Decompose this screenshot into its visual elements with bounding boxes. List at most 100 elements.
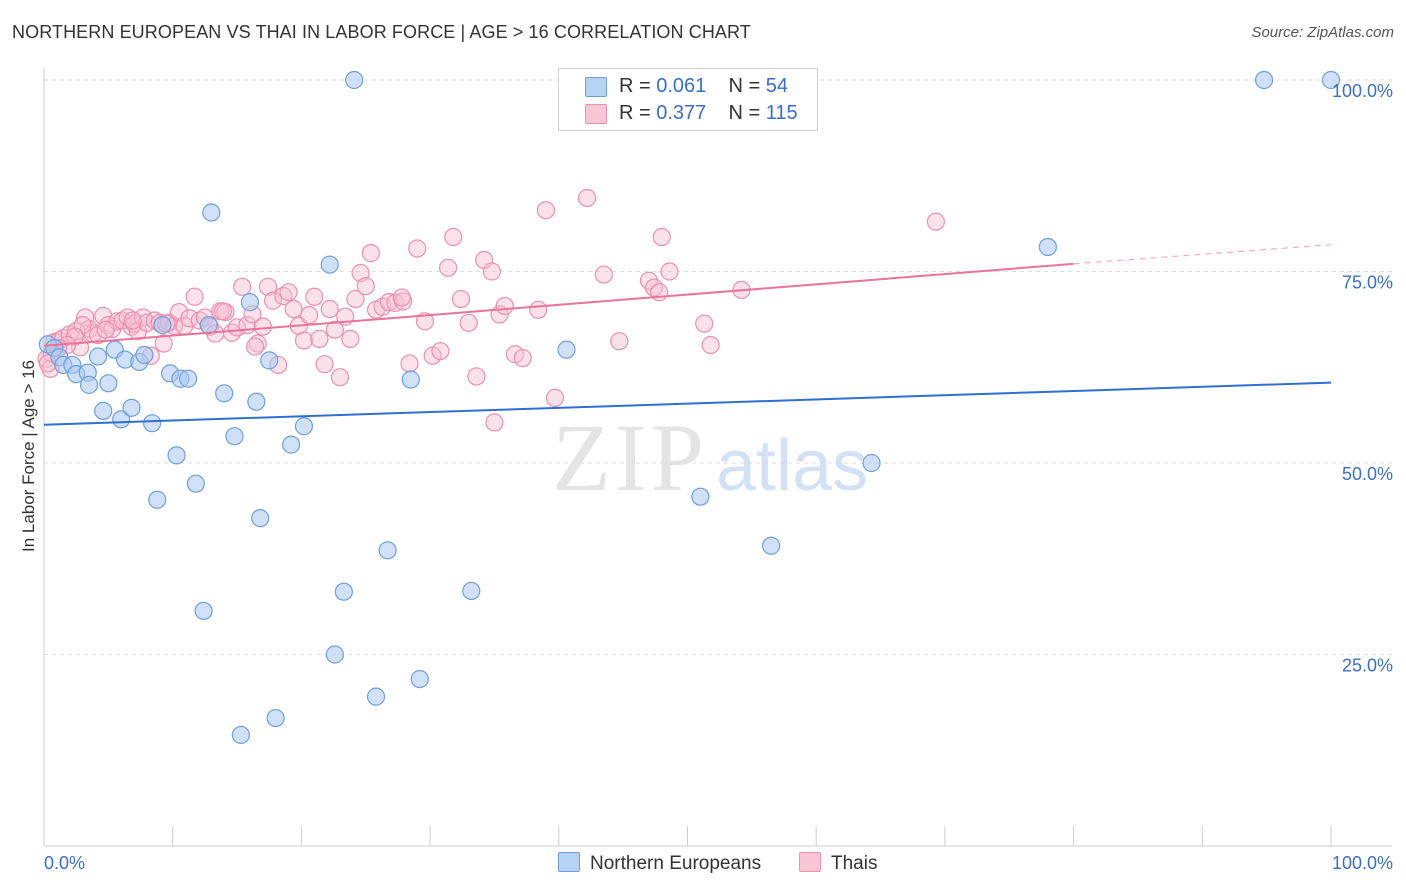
thai-point bbox=[113, 311, 132, 330]
thai-point bbox=[459, 313, 478, 332]
chart-title: NORTHERN EUROPEAN VS THAI IN LABOR FORCE… bbox=[12, 22, 751, 42]
northern-european-point bbox=[1254, 70, 1274, 90]
thai-point bbox=[652, 227, 671, 247]
y-tick-label: 25.0% bbox=[1342, 656, 1393, 676]
trend-line-thais bbox=[43, 262, 1074, 347]
watermark: ZIP atlas bbox=[552, 404, 868, 511]
northern-european-point bbox=[135, 345, 154, 365]
legend-n-value: 54 bbox=[765, 75, 789, 97]
bottom-legend-northern-europeans: Northern Europeans bbox=[558, 852, 761, 875]
northern-european-point bbox=[94, 401, 113, 421]
thai-point bbox=[495, 296, 514, 316]
thai-point bbox=[213, 302, 232, 321]
thai-point bbox=[310, 329, 329, 349]
northern-european-point bbox=[294, 417, 314, 436]
thai-point bbox=[513, 348, 532, 368]
northern-european-point bbox=[462, 581, 481, 601]
northern-european-point bbox=[334, 582, 353, 601]
trend-line-thais-extension bbox=[1073, 244, 1332, 265]
northern-european-point bbox=[691, 487, 710, 506]
northern-european-point bbox=[862, 453, 881, 473]
y-tick-label: 50.0% bbox=[1342, 464, 1393, 484]
thai-point bbox=[94, 306, 113, 326]
thai-point bbox=[467, 367, 486, 386]
thai-point bbox=[400, 354, 419, 373]
northern-european-point bbox=[251, 509, 270, 528]
thai-point bbox=[545, 388, 565, 407]
northern-european-point bbox=[167, 446, 186, 465]
northern-european-point bbox=[215, 384, 234, 403]
northern-european-point bbox=[231, 725, 251, 745]
northern-european-point bbox=[79, 375, 99, 394]
legend-r-label: R = bbox=[619, 102, 657, 124]
thai-point bbox=[578, 188, 597, 208]
northern-european-point bbox=[378, 541, 397, 560]
thai-point bbox=[279, 283, 298, 302]
stats-legend: R = 0.061 N = 54 R = 0.377 N = 115 bbox=[558, 68, 818, 131]
legend-n-label: N = bbox=[728, 75, 766, 97]
axis-layer bbox=[43, 68, 1392, 847]
thai-points bbox=[37, 188, 945, 432]
northern-european-point bbox=[762, 536, 781, 555]
thai-point bbox=[482, 262, 501, 281]
thai-point bbox=[341, 329, 360, 349]
northern-european-point bbox=[1321, 70, 1341, 90]
northern-european-point bbox=[247, 392, 266, 411]
northern-european-point bbox=[194, 601, 213, 620]
northern-european-point bbox=[122, 398, 141, 417]
northern-european-points bbox=[38, 70, 1341, 745]
thai-point bbox=[408, 239, 427, 258]
northern-european-point bbox=[345, 70, 364, 90]
northern-european-point bbox=[260, 351, 279, 370]
legend-n-value: 115 bbox=[765, 102, 798, 124]
northern-european-point bbox=[148, 490, 167, 509]
x-tick-label: 0.0% bbox=[44, 853, 85, 873]
y-axis-title: In Labor Force | Age > 16 bbox=[19, 360, 38, 552]
northern-european-point bbox=[153, 316, 172, 335]
thai-point bbox=[594, 265, 613, 284]
thai-point bbox=[439, 258, 458, 277]
watermark-atlas: atlas bbox=[716, 426, 868, 506]
northern-european-point bbox=[410, 669, 429, 689]
thai-point bbox=[170, 302, 189, 322]
thai-point bbox=[245, 337, 265, 356]
northern-european-point bbox=[88, 347, 108, 366]
thai-point bbox=[96, 320, 115, 339]
bottom-legend-thais: Thais bbox=[799, 852, 877, 875]
northern-european-point bbox=[320, 255, 339, 274]
thai-point bbox=[536, 201, 556, 220]
thai-point bbox=[253, 317, 272, 336]
thai-point bbox=[701, 335, 720, 355]
thai-point bbox=[695, 314, 714, 333]
thai-point bbox=[320, 299, 339, 319]
thai-point bbox=[284, 299, 303, 319]
northern-european-point bbox=[266, 708, 285, 728]
thai-point bbox=[294, 331, 314, 350]
thai-point bbox=[258, 277, 278, 296]
trend-line-northern-europeans bbox=[43, 381, 1332, 426]
thai-point bbox=[248, 334, 267, 353]
legend-r-label: R = bbox=[619, 75, 657, 97]
northern-european-point bbox=[186, 474, 205, 493]
legend-r-value: 0.061 bbox=[656, 75, 707, 97]
northern-european-point bbox=[179, 369, 198, 388]
northern-european-point bbox=[143, 414, 162, 433]
thai-point bbox=[415, 312, 435, 331]
grid-layer bbox=[44, 79, 1392, 655]
bottom-legend-swatch-blue bbox=[558, 852, 580, 872]
thai-point bbox=[392, 288, 411, 307]
thai-point bbox=[346, 289, 365, 309]
northern-european-point bbox=[366, 687, 386, 706]
northern-european-point bbox=[240, 293, 260, 312]
thai-point bbox=[222, 323, 242, 342]
thai-point bbox=[610, 332, 629, 351]
northern-european-point bbox=[1038, 237, 1057, 257]
tick-labels: 25.0% 50.0% 75.0% 100.0% 0.0% 100.0% bbox=[44, 81, 1393, 873]
thai-point bbox=[263, 291, 283, 310]
thai-point bbox=[305, 287, 324, 306]
thai-point bbox=[926, 212, 945, 231]
northern-european-point bbox=[112, 410, 131, 429]
y-tick-label: 75.0% bbox=[1342, 273, 1393, 293]
northern-european-point bbox=[225, 427, 244, 446]
